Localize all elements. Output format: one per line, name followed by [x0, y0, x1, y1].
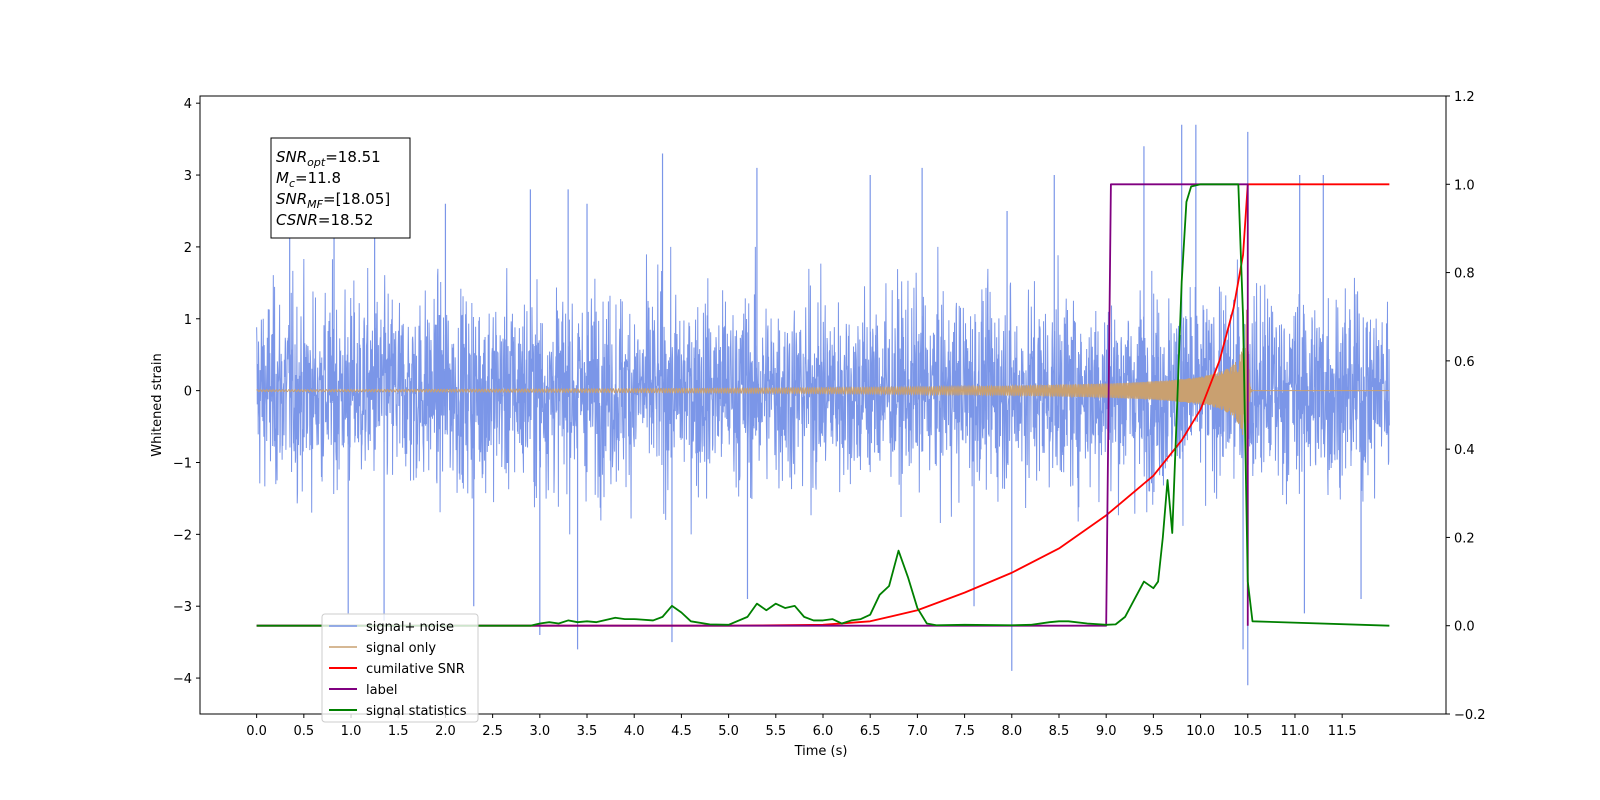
legend-frame: [321, 613, 479, 723]
x-tick-label: 3.0: [529, 724, 550, 739]
series-signal-statistics-line: [256, 183, 1390, 627]
series-cumulative-snr-line: [256, 183, 1390, 627]
x-tick-label: 2.5: [482, 724, 503, 739]
y-tick-label: −1: [173, 456, 192, 471]
x-tick-label: 10.0: [1186, 724, 1215, 739]
x-axis-label: Time (s): [794, 744, 848, 759]
legend-label: signal+ noise: [366, 620, 454, 635]
x-tick-label: 0.0: [246, 724, 267, 739]
x-tick-label: 9.0: [1096, 724, 1117, 739]
y-tick-label: 4: [184, 97, 192, 112]
y-axis-right: 1.2 1.0 0.8 0.6 0.4 0.2 0.0 −0.2: [1446, 90, 1486, 723]
x-tick-label: 9.5: [1143, 724, 1164, 739]
y2-tick-label: 1.2: [1454, 90, 1475, 105]
x-tick-label: 7.0: [907, 724, 928, 739]
x-tick-label: 0.5: [293, 724, 314, 739]
x-tick-label: 11.5: [1328, 724, 1357, 739]
legend-label: cumilative SNR: [366, 662, 465, 677]
y-tick-label: 2: [184, 241, 192, 256]
annotation-line: SNRopt=18.51: [276, 148, 381, 169]
x-tick-label: 2.0: [435, 724, 456, 739]
y-tick-label: −3: [173, 600, 192, 615]
y-tick-label: 1: [184, 313, 192, 328]
x-axis: 0.0 0.5 1.0 1.5 2.0 2.5 3.0 3.5 4.0 4.5 5.0 5.5 6.0 6…: [246, 714, 1357, 739]
x-tick-label: 4.0: [624, 724, 645, 739]
x-tick-label: 11.0: [1280, 724, 1309, 739]
y2-tick-label: 0.4: [1454, 443, 1475, 458]
x-tick-label: 6.0: [813, 724, 834, 739]
x-tick-label: 4.5: [671, 724, 692, 739]
y-axis-left: 4 3 2 1 0 −1 −2 −3 −4: [173, 97, 200, 687]
x-tick-label: 6.5: [860, 724, 881, 739]
x-tick-label: 1.5: [388, 724, 409, 739]
legend-label: signal only: [366, 641, 436, 656]
x-tick-label: 8.5: [1049, 724, 1070, 739]
x-tick-label: 10.5: [1233, 724, 1262, 739]
plot-area: [256, 124, 1390, 686]
annotation-line: Mc=11.8: [276, 169, 341, 190]
annotation-frame: [270, 137, 411, 239]
annotation-line: CSNR=18.52: [276, 211, 373, 229]
y2-tick-label: −0.2: [1454, 708, 1486, 723]
y2-tick-label: 0.2: [1454, 531, 1475, 546]
y2-tick-label: 0.8: [1454, 267, 1475, 282]
x-tick-label: 3.5: [577, 724, 598, 739]
y-tick-label: 3: [184, 169, 192, 184]
y-tick-label: 0: [184, 385, 192, 400]
x-tick-label: 1.0: [341, 724, 362, 739]
annotation-line: SNRMF=[18.05]: [276, 190, 390, 211]
legend: signal+ noise signal only cumilative SNR la…: [321, 613, 479, 723]
y-tick-label: −4: [173, 672, 192, 687]
y2-tick-label: 1.0: [1454, 178, 1475, 193]
x-tick-label: 7.5: [954, 724, 975, 739]
y-tick-label: −2: [173, 528, 192, 543]
y-axis-label: Whitened strain: [150, 353, 165, 456]
series-signal-only-line: [256, 276, 1390, 484]
x-tick-label: 8.0: [1001, 724, 1022, 739]
metrics-annotation-box: SNRopt=18.51Mc=11.8SNRMF=[18.05]CSNR=18.…: [270, 137, 411, 239]
y2-tick-label: 0.6: [1454, 355, 1475, 370]
x-tick-label: 5.5: [765, 724, 786, 739]
legend-label: label: [366, 683, 397, 698]
y2-tick-label: 0.0: [1454, 620, 1475, 635]
x-tick-label: 5.0: [718, 724, 739, 739]
legend-label: signal statistics: [366, 704, 467, 719]
